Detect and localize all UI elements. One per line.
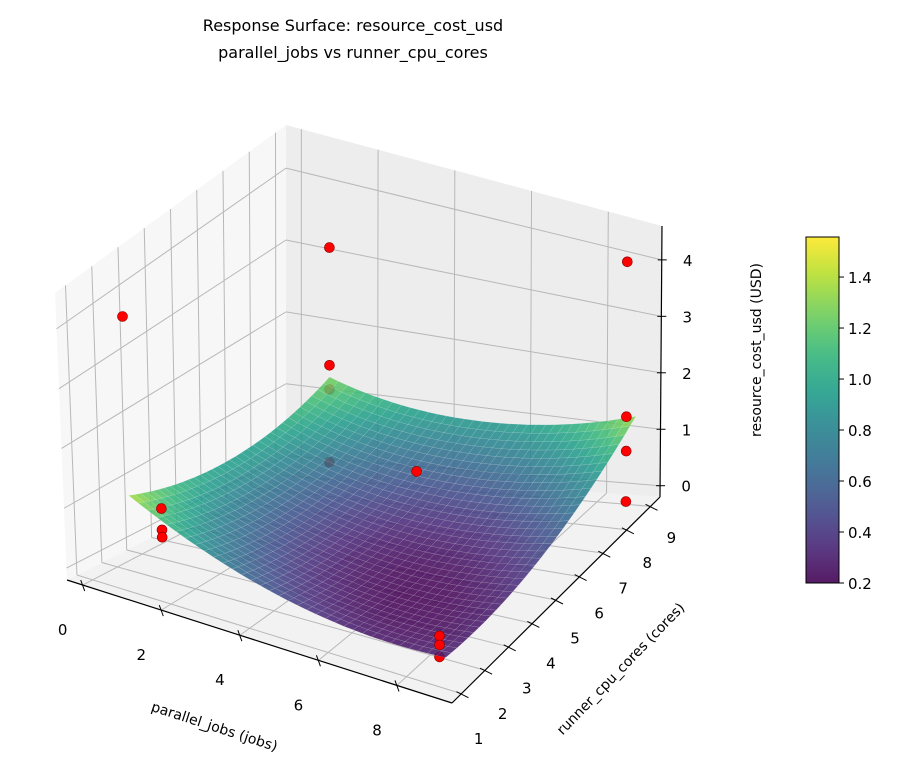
data-point (157, 532, 167, 542)
x-tick-label: 4 (215, 671, 225, 689)
colorbar-tick-label: 0.8 (848, 422, 872, 440)
y-tick-label: 4 (546, 655, 556, 673)
data-point (324, 243, 334, 253)
data-point (118, 312, 128, 322)
colorbar-tick-label: 1.0 (848, 371, 872, 389)
data-point (621, 412, 631, 422)
colorbar-tick-label: 0.2 (848, 575, 872, 593)
y-axis-label: runner_cpu_cores (cores) (554, 600, 688, 738)
colorbar-bar (806, 237, 839, 583)
y-tick-label: 9 (667, 529, 677, 547)
colorbar-tick-label: 0.6 (848, 473, 872, 491)
y-tick-label: 2 (498, 705, 508, 723)
x-tick-label: 2 (137, 646, 147, 664)
z-tick-label: 4 (683, 252, 693, 270)
colorbar-tick-label: 1.2 (848, 320, 872, 338)
z-axis-label: resource_cost_usd (USD) (749, 263, 765, 437)
z-tick-label: 1 (682, 421, 692, 439)
colorbar-tick-label: 1.4 (848, 269, 872, 287)
colorbar: 0.2 0.4 0.6 0.8 1.0 1.2 1.4 (806, 237, 872, 593)
y-tick-label: 5 (570, 630, 580, 648)
y-tick-label: 6 (594, 604, 604, 622)
data-point (435, 631, 445, 641)
colorbar-tick-label: 0.4 (848, 524, 872, 542)
z-tick-label: 2 (682, 365, 692, 383)
y-tick-label: 7 (618, 579, 628, 597)
x-axis-label: parallel_jobs (jobs) (149, 699, 279, 755)
x-tick-label: 6 (294, 696, 304, 714)
x-tick-label: 8 (372, 721, 382, 739)
z-tick-label: 0 (681, 478, 691, 496)
data-point (621, 446, 631, 456)
data-point (621, 497, 631, 507)
data-point (622, 257, 632, 267)
data-point (412, 466, 422, 476)
data-point (156, 504, 166, 514)
y-tick-label: 3 (522, 680, 532, 698)
left-gridline-y (276, 133, 277, 475)
y-tick-label: 8 (643, 554, 653, 572)
data-point (435, 640, 445, 650)
y-tick-label: 1 (474, 730, 484, 748)
x-tick-label: 0 (58, 621, 68, 639)
chart-title: Response Surface: resource_cost_usd (203, 16, 503, 36)
data-point (325, 360, 335, 370)
chart-subtitle: parallel_jobs vs runner_cpu_cores (218, 43, 488, 63)
z-tick-label: 3 (683, 308, 693, 326)
